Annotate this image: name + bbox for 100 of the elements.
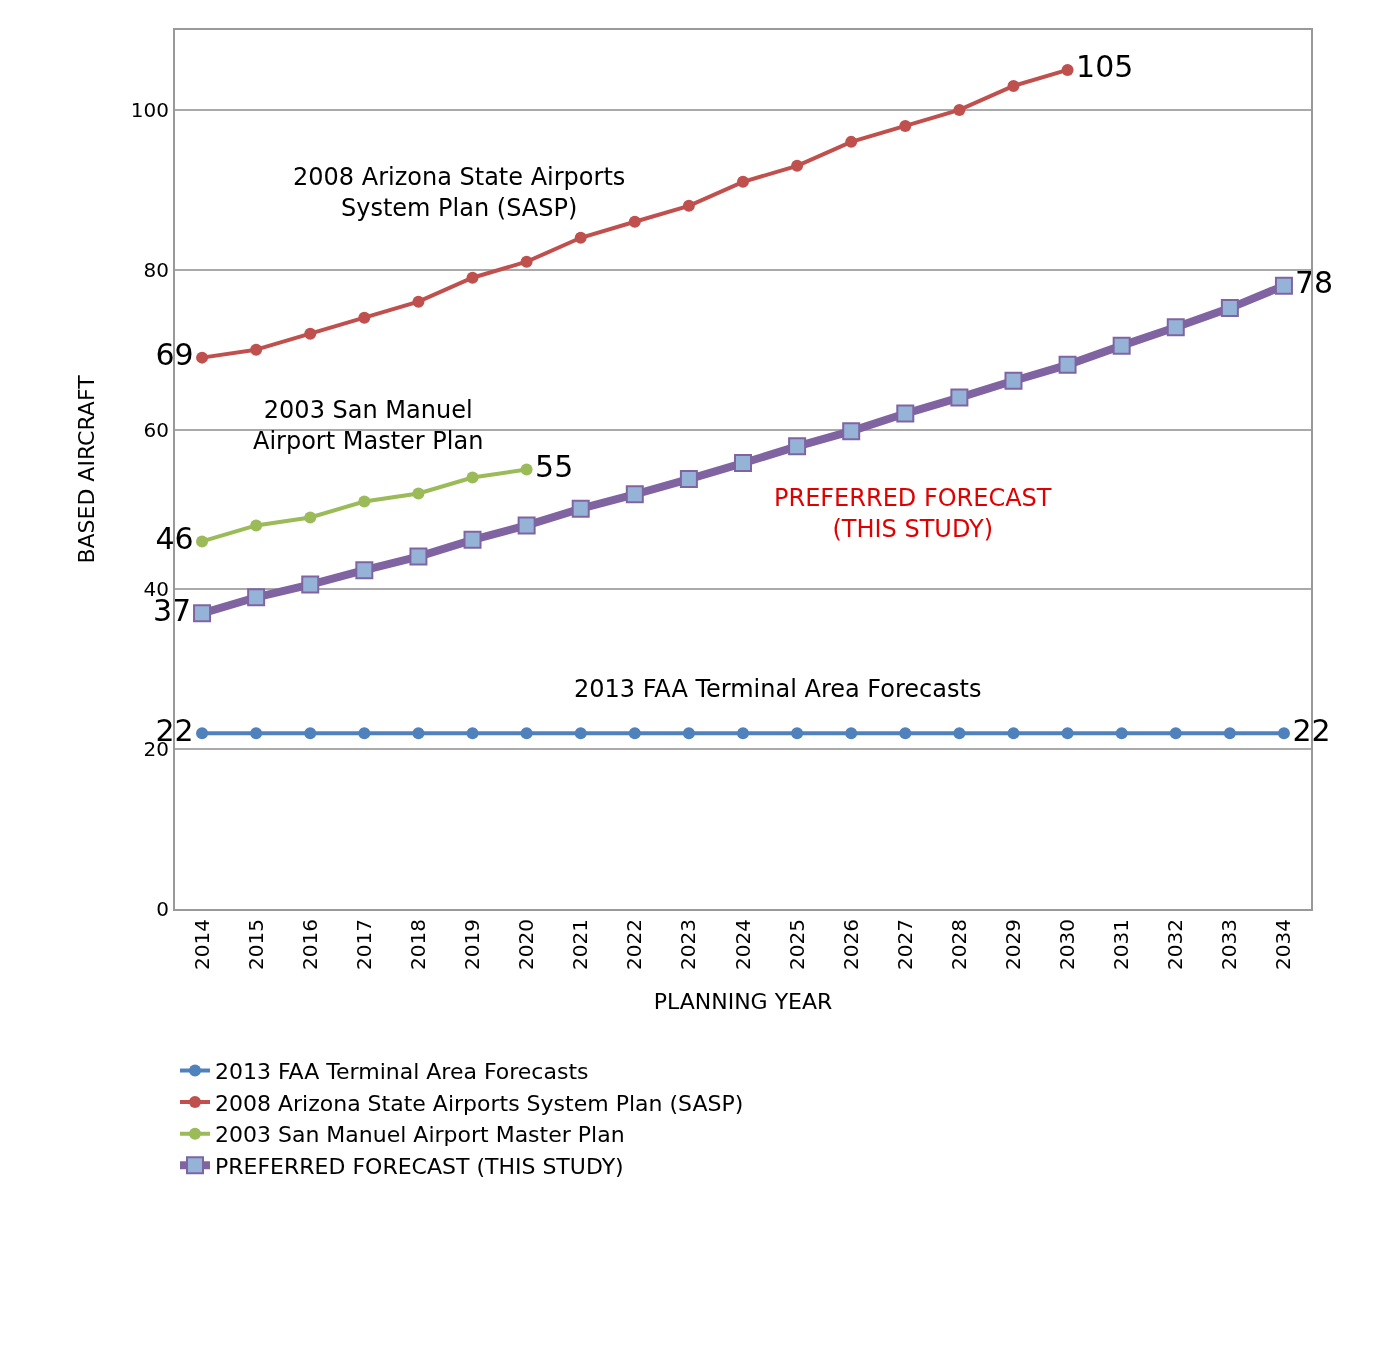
point bbox=[737, 175, 749, 188]
point bbox=[250, 343, 263, 356]
x-axis-title: PLANNING YEAR bbox=[653, 989, 833, 1015]
x-tick-label: 2030 bbox=[1055, 919, 1080, 970]
point bbox=[250, 727, 263, 740]
x-tick-label: 2022 bbox=[622, 919, 647, 970]
point bbox=[193, 604, 212, 623]
x-tick-label: 2032 bbox=[1163, 919, 1188, 970]
point bbox=[247, 588, 266, 607]
point bbox=[250, 519, 263, 532]
point bbox=[1007, 727, 1020, 740]
annotation: 2003 San Manuel Airport Master Plan bbox=[253, 396, 484, 456]
y-tick-label: 0 bbox=[156, 897, 169, 921]
legend-label: 2003 San Manuel Airport Master Plan bbox=[215, 1122, 625, 1148]
point bbox=[1169, 727, 1182, 740]
point bbox=[1058, 355, 1077, 374]
point bbox=[571, 499, 590, 518]
point bbox=[409, 547, 428, 566]
point bbox=[845, 135, 858, 148]
point bbox=[520, 727, 533, 740]
data-label: 22 bbox=[1292, 712, 1331, 748]
data-label: 69 bbox=[155, 337, 194, 373]
x-tick-label: 2018 bbox=[405, 919, 430, 970]
x-tick-label: 2021 bbox=[568, 919, 593, 970]
point bbox=[304, 511, 317, 524]
point bbox=[466, 471, 479, 484]
x-tick-label: 2027 bbox=[892, 919, 917, 970]
point bbox=[463, 530, 482, 549]
point bbox=[196, 535, 209, 548]
x-tick-label: 2017 bbox=[351, 919, 376, 970]
point bbox=[1223, 727, 1236, 740]
point bbox=[625, 485, 644, 504]
point bbox=[682, 727, 695, 740]
point bbox=[196, 727, 209, 740]
y-tick-label: 80 bbox=[143, 257, 169, 282]
data-label: 105 bbox=[1076, 49, 1134, 85]
point bbox=[1166, 318, 1185, 337]
point bbox=[628, 727, 641, 740]
legend-label: 2008 Arizona State Airports System Plan (SASP) bbox=[215, 1090, 744, 1116]
point bbox=[791, 727, 804, 740]
annotation: 2013 FAA Terminal Area Forecasts bbox=[574, 675, 982, 703]
point bbox=[355, 561, 374, 580]
annotation: 2008 Arizona State Airports System Plan (SASP) bbox=[293, 163, 626, 223]
point bbox=[358, 495, 371, 508]
point bbox=[301, 575, 320, 594]
point bbox=[899, 119, 912, 132]
x-tick-label: 2031 bbox=[1109, 919, 1134, 970]
data-label: 78 bbox=[1294, 265, 1334, 301]
point bbox=[1061, 727, 1074, 740]
point bbox=[517, 516, 536, 535]
legend-label: PREFERRED FORECAST (THIS STUDY) bbox=[215, 1153, 624, 1179]
point bbox=[682, 199, 695, 212]
x-tick-label: 2016 bbox=[297, 919, 322, 970]
point bbox=[466, 727, 479, 740]
point bbox=[574, 727, 587, 740]
point bbox=[845, 727, 858, 740]
point bbox=[196, 351, 209, 364]
x-tick-label: 2023 bbox=[676, 919, 701, 970]
point bbox=[1277, 727, 1290, 740]
x-tick-label: 2015 bbox=[243, 919, 268, 970]
point bbox=[737, 727, 749, 740]
x-tick-label: 2020 bbox=[514, 919, 539, 970]
point bbox=[412, 295, 425, 308]
data-label: 46 bbox=[155, 520, 194, 556]
point bbox=[679, 470, 698, 489]
x-tick-label: 2028 bbox=[946, 919, 971, 970]
point bbox=[1115, 727, 1128, 740]
point bbox=[1112, 336, 1131, 355]
point bbox=[953, 103, 966, 116]
point bbox=[1274, 276, 1293, 295]
point bbox=[412, 487, 425, 500]
y-tick-label: 60 bbox=[143, 417, 169, 442]
point bbox=[1061, 63, 1074, 76]
y-axis-title: BASED AIRCRAFT bbox=[74, 374, 100, 564]
x-tick-label: 2034 bbox=[1271, 919, 1296, 970]
x-tick-label: 2029 bbox=[1000, 919, 1025, 970]
point bbox=[304, 727, 317, 740]
point bbox=[788, 437, 807, 456]
x-tick-label: 2014 bbox=[189, 919, 214, 970]
x-tick-label: 2026 bbox=[838, 919, 863, 970]
legend-label: 2013 FAA Terminal Area Forecasts bbox=[215, 1059, 589, 1085]
point bbox=[734, 454, 752, 473]
point bbox=[1007, 79, 1020, 92]
y-tick-label: 100 bbox=[130, 97, 169, 122]
data-label: 55 bbox=[535, 449, 574, 484]
point bbox=[520, 463, 533, 476]
point bbox=[628, 215, 641, 228]
point bbox=[520, 255, 533, 268]
point bbox=[1220, 299, 1239, 318]
annotation: PREFERRED FORECAST (THIS STUDY) bbox=[774, 484, 1052, 544]
point bbox=[791, 159, 804, 172]
point bbox=[358, 727, 371, 740]
x-tick-label: 2019 bbox=[460, 919, 485, 970]
x-tick-label: 2025 bbox=[784, 919, 809, 970]
point bbox=[412, 727, 425, 740]
point bbox=[899, 727, 912, 740]
point bbox=[896, 404, 915, 423]
point bbox=[466, 271, 479, 284]
point bbox=[358, 311, 371, 324]
x-tick-label: 2024 bbox=[730, 919, 755, 970]
